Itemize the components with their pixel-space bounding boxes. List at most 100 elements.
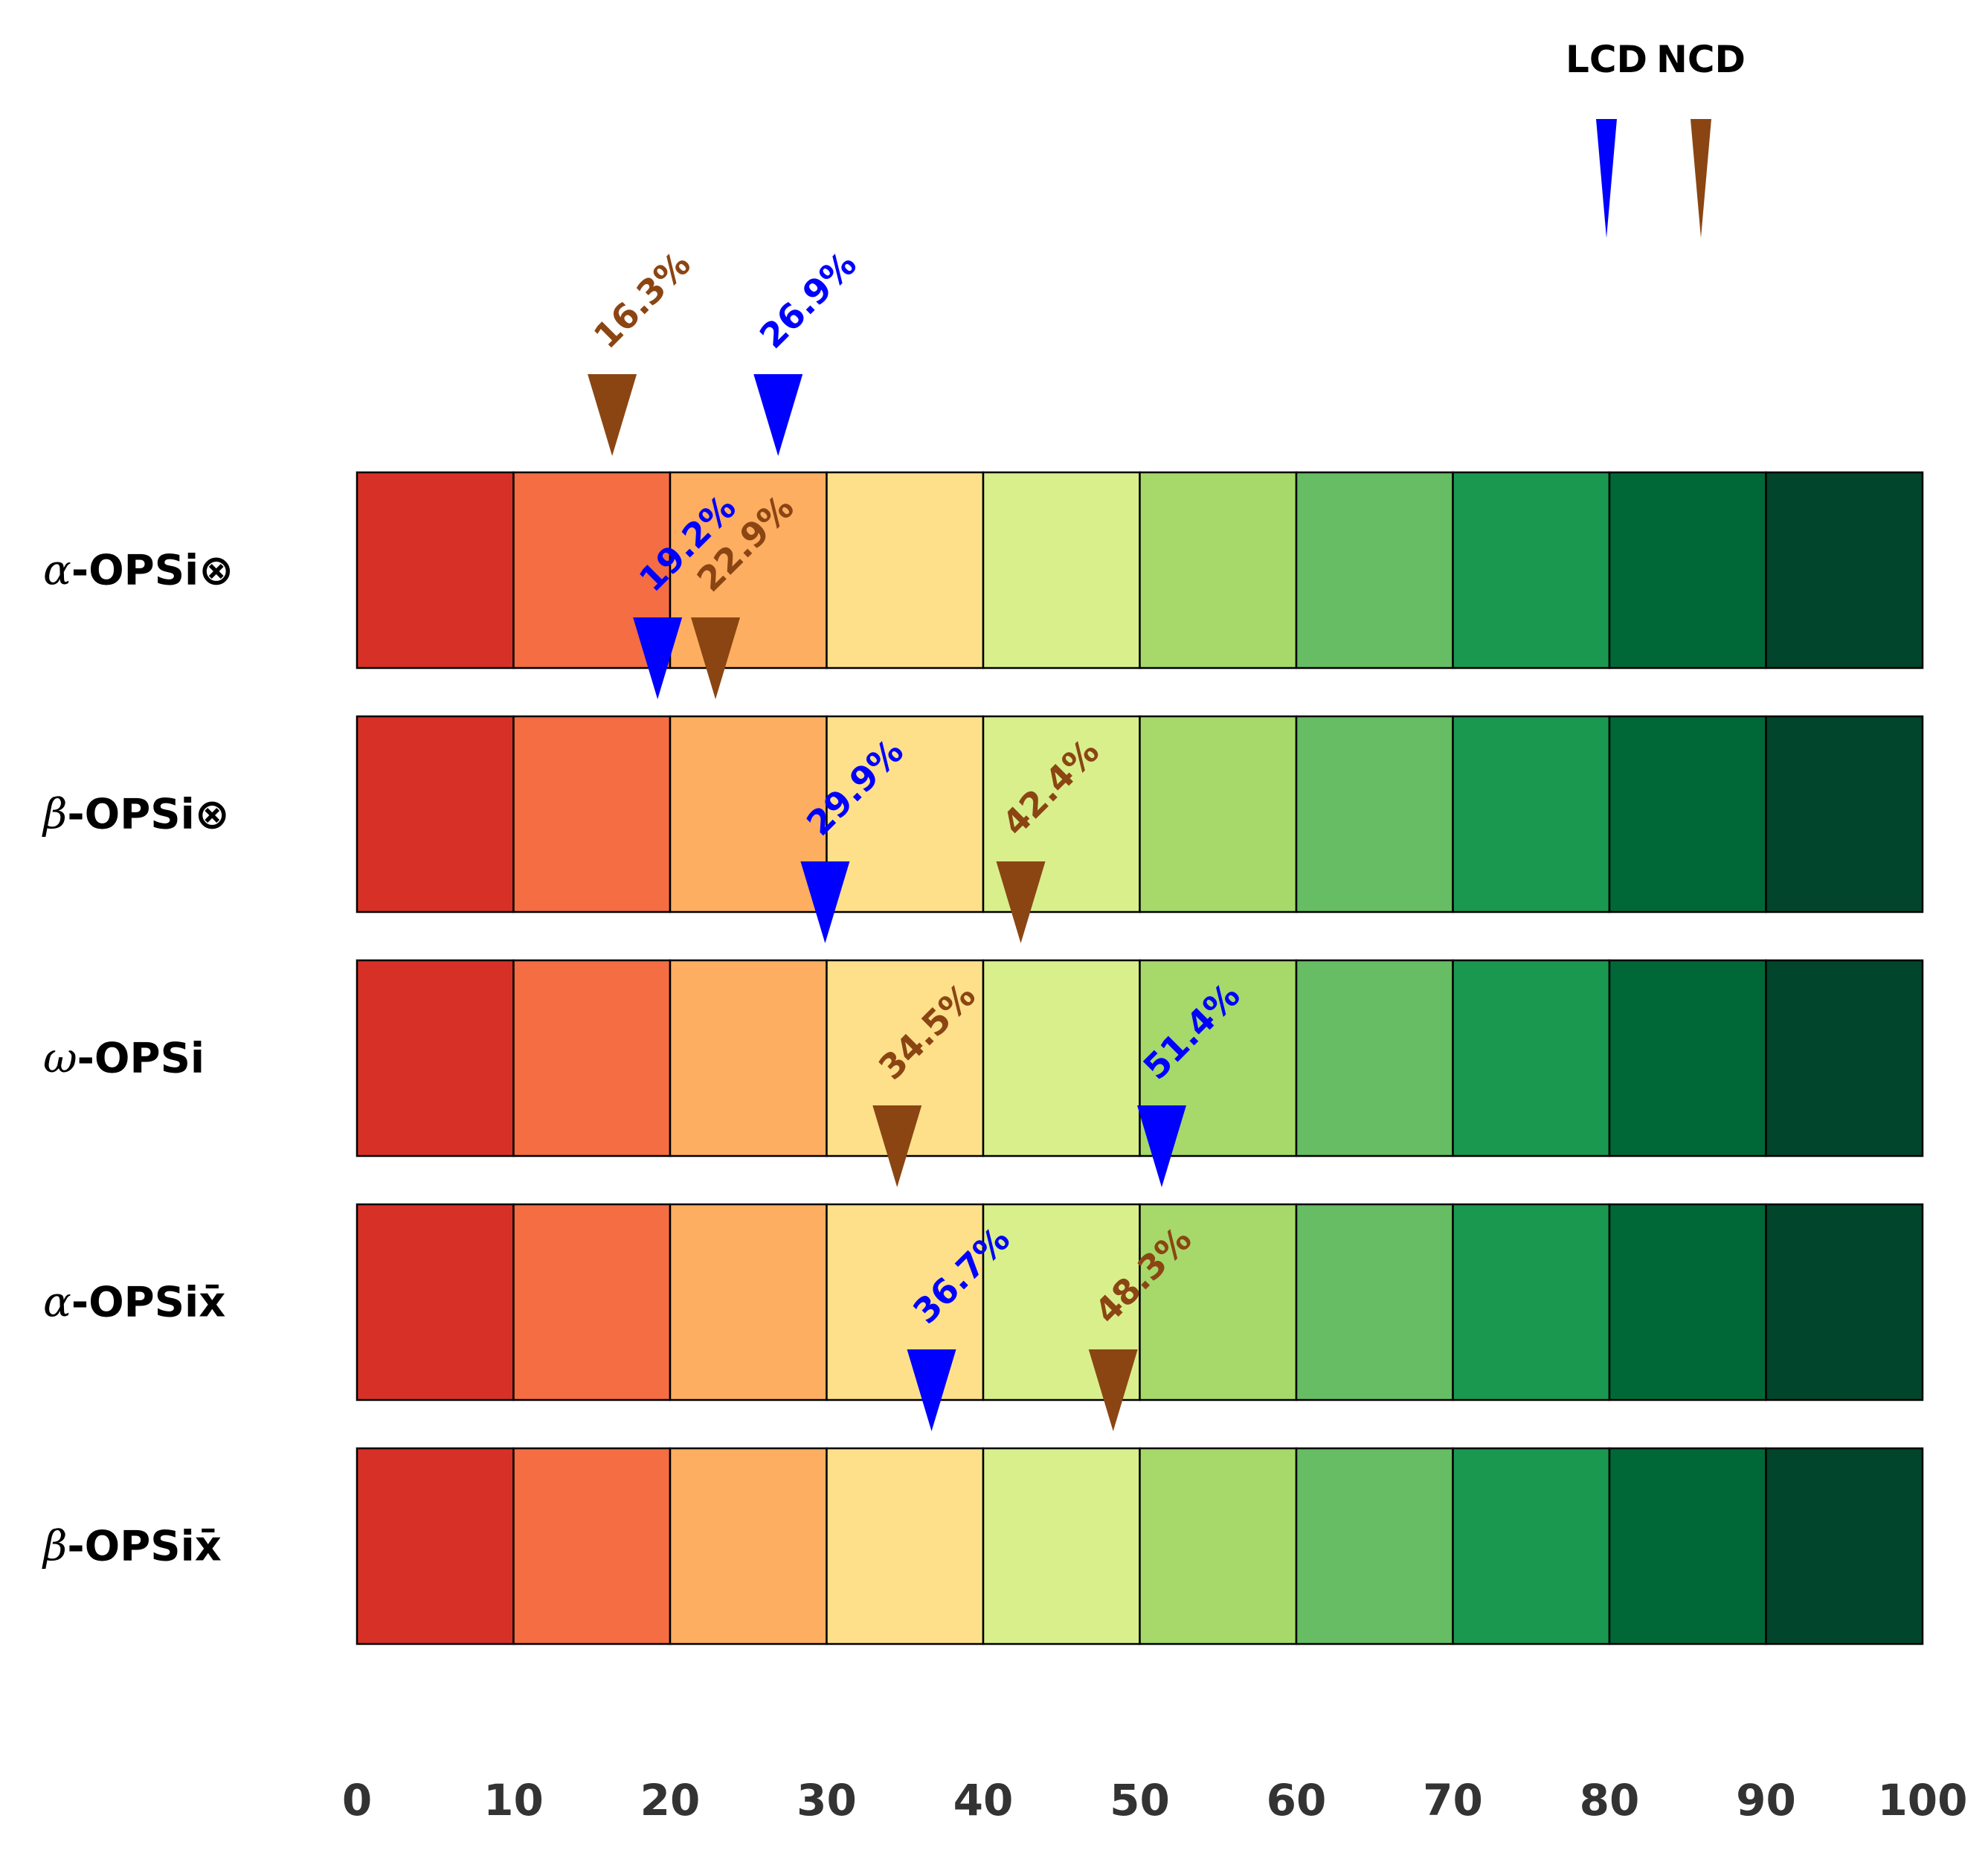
bin-cell	[512, 1203, 672, 1401]
bin-cell	[356, 471, 515, 669]
legend-item-lcd: LCD	[1566, 38, 1647, 238]
bin-cell	[1452, 1203, 1611, 1401]
bin-cell	[356, 1203, 515, 1401]
x-tick-label: 0	[342, 1775, 372, 1825]
bin-cell	[1452, 1447, 1611, 1645]
marker-triangle	[753, 374, 803, 456]
x-tick-label: 60	[1267, 1775, 1327, 1825]
bin-cell	[826, 715, 985, 913]
x-tick-label: 100	[1877, 1775, 1967, 1825]
marker-triangle	[907, 1349, 956, 1431]
legend-label: LCD	[1566, 38, 1647, 81]
bin-cell	[826, 471, 985, 669]
bin-cell	[1452, 471, 1611, 669]
marker-triangle	[1088, 1349, 1138, 1431]
row-label: ω-OPSi	[43, 1034, 205, 1082]
bin-cell	[669, 715, 828, 913]
bin-cell	[1608, 715, 1767, 913]
bin-cell	[1765, 959, 1924, 1157]
bin-cell	[1295, 1447, 1454, 1645]
x-tick-label: 40	[953, 1775, 1014, 1825]
x-tick-label: 30	[797, 1775, 857, 1825]
bin-cell	[826, 1447, 985, 1645]
bin-cell	[1452, 959, 1611, 1157]
row-bar	[356, 715, 1924, 913]
marker-triangle	[872, 1105, 922, 1187]
bin-cell	[1139, 715, 1298, 913]
bin-cell	[1295, 1203, 1454, 1401]
bin-cell	[669, 959, 828, 1157]
bins-layer	[356, 471, 1924, 1645]
bin-cell	[1452, 715, 1611, 913]
bin-cell	[982, 1447, 1141, 1645]
bin-cell	[669, 1447, 828, 1645]
legend-item-ncd: NCD	[1656, 38, 1746, 238]
bin-cell	[982, 959, 1141, 1157]
bin-cell	[1608, 1203, 1767, 1401]
marker-triangle	[1136, 1105, 1186, 1187]
bin-cell	[512, 959, 672, 1157]
legend: LCD NCD	[1566, 38, 1746, 238]
row-label-greek: ω	[43, 1034, 77, 1082]
bin-cell	[1295, 959, 1454, 1157]
legend-marker-icon	[1691, 119, 1711, 238]
row-label-text: -OPSix̄	[67, 1522, 222, 1570]
bin-cell	[1608, 471, 1767, 669]
marker-triangle	[996, 861, 1046, 943]
bin-cell	[512, 1447, 672, 1645]
x-tick-label: 10	[483, 1775, 544, 1825]
marker-triangle	[633, 617, 683, 699]
marker-label: 16.3%	[586, 244, 698, 356]
row-bar	[356, 1447, 1924, 1645]
x-tick-label: 20	[640, 1775, 701, 1825]
row-label-greek: β	[43, 790, 68, 838]
row-label-greek: α	[43, 546, 71, 594]
row-label-greek: α	[43, 1278, 71, 1326]
x-tick-label: 70	[1423, 1775, 1483, 1825]
bin-cell	[1139, 471, 1298, 669]
row-label: α-OPSix̄	[43, 1278, 225, 1326]
x-tick-label: 50	[1110, 1775, 1170, 1825]
marker-ncd: 16.3%	[586, 244, 698, 456]
bin-cell	[1295, 471, 1454, 669]
marker-triangle	[800, 861, 850, 943]
bin-cell	[982, 471, 1141, 669]
bin-cell	[826, 1203, 985, 1401]
bin-cell	[1765, 1203, 1924, 1401]
marker-triangle	[588, 374, 637, 456]
row-bar	[356, 1203, 1924, 1401]
row-label-text: -OPSi	[77, 1034, 205, 1082]
bin-cell	[356, 1447, 515, 1645]
x-axis: 0 10 20 30 40 50 60 70 80 90 100	[342, 1775, 1968, 1825]
marker-label: 26.9%	[752, 244, 864, 356]
x-tick-label: 90	[1736, 1775, 1796, 1825]
marker-triangle	[691, 617, 741, 699]
bin-cell	[1608, 959, 1767, 1157]
marker-lcd: 26.9%	[752, 244, 864, 456]
bin-cell	[1765, 471, 1924, 669]
bin-cell	[512, 715, 672, 913]
row-label-text: -OPSix̄	[71, 1278, 226, 1326]
row-label-text: -OPSi⊗	[71, 546, 234, 594]
row-bar	[356, 471, 1924, 669]
legend-marker-icon	[1596, 119, 1617, 238]
row-label: α-OPSi⊗	[43, 546, 234, 594]
bin-cell	[669, 1203, 828, 1401]
row-bar	[356, 959, 1924, 1157]
row-label-greek: β	[43, 1522, 68, 1570]
row-label-text: -OPSi⊗	[67, 790, 230, 838]
bin-cell	[356, 959, 515, 1157]
bin-cell	[1608, 1447, 1767, 1645]
bin-cell	[1295, 715, 1454, 913]
row-label: β-OPSix̄	[43, 1522, 222, 1570]
bin-cell	[1139, 1447, 1298, 1645]
bin-cell	[1139, 1203, 1298, 1401]
bin-cell	[356, 715, 515, 913]
row-label: β-OPSi⊗	[43, 790, 230, 838]
x-tick-label: 80	[1580, 1775, 1640, 1825]
bin-cell	[1765, 715, 1924, 913]
bin-cell	[1765, 1447, 1924, 1645]
legend-label: NCD	[1656, 38, 1746, 81]
bin-cell	[669, 471, 828, 669]
